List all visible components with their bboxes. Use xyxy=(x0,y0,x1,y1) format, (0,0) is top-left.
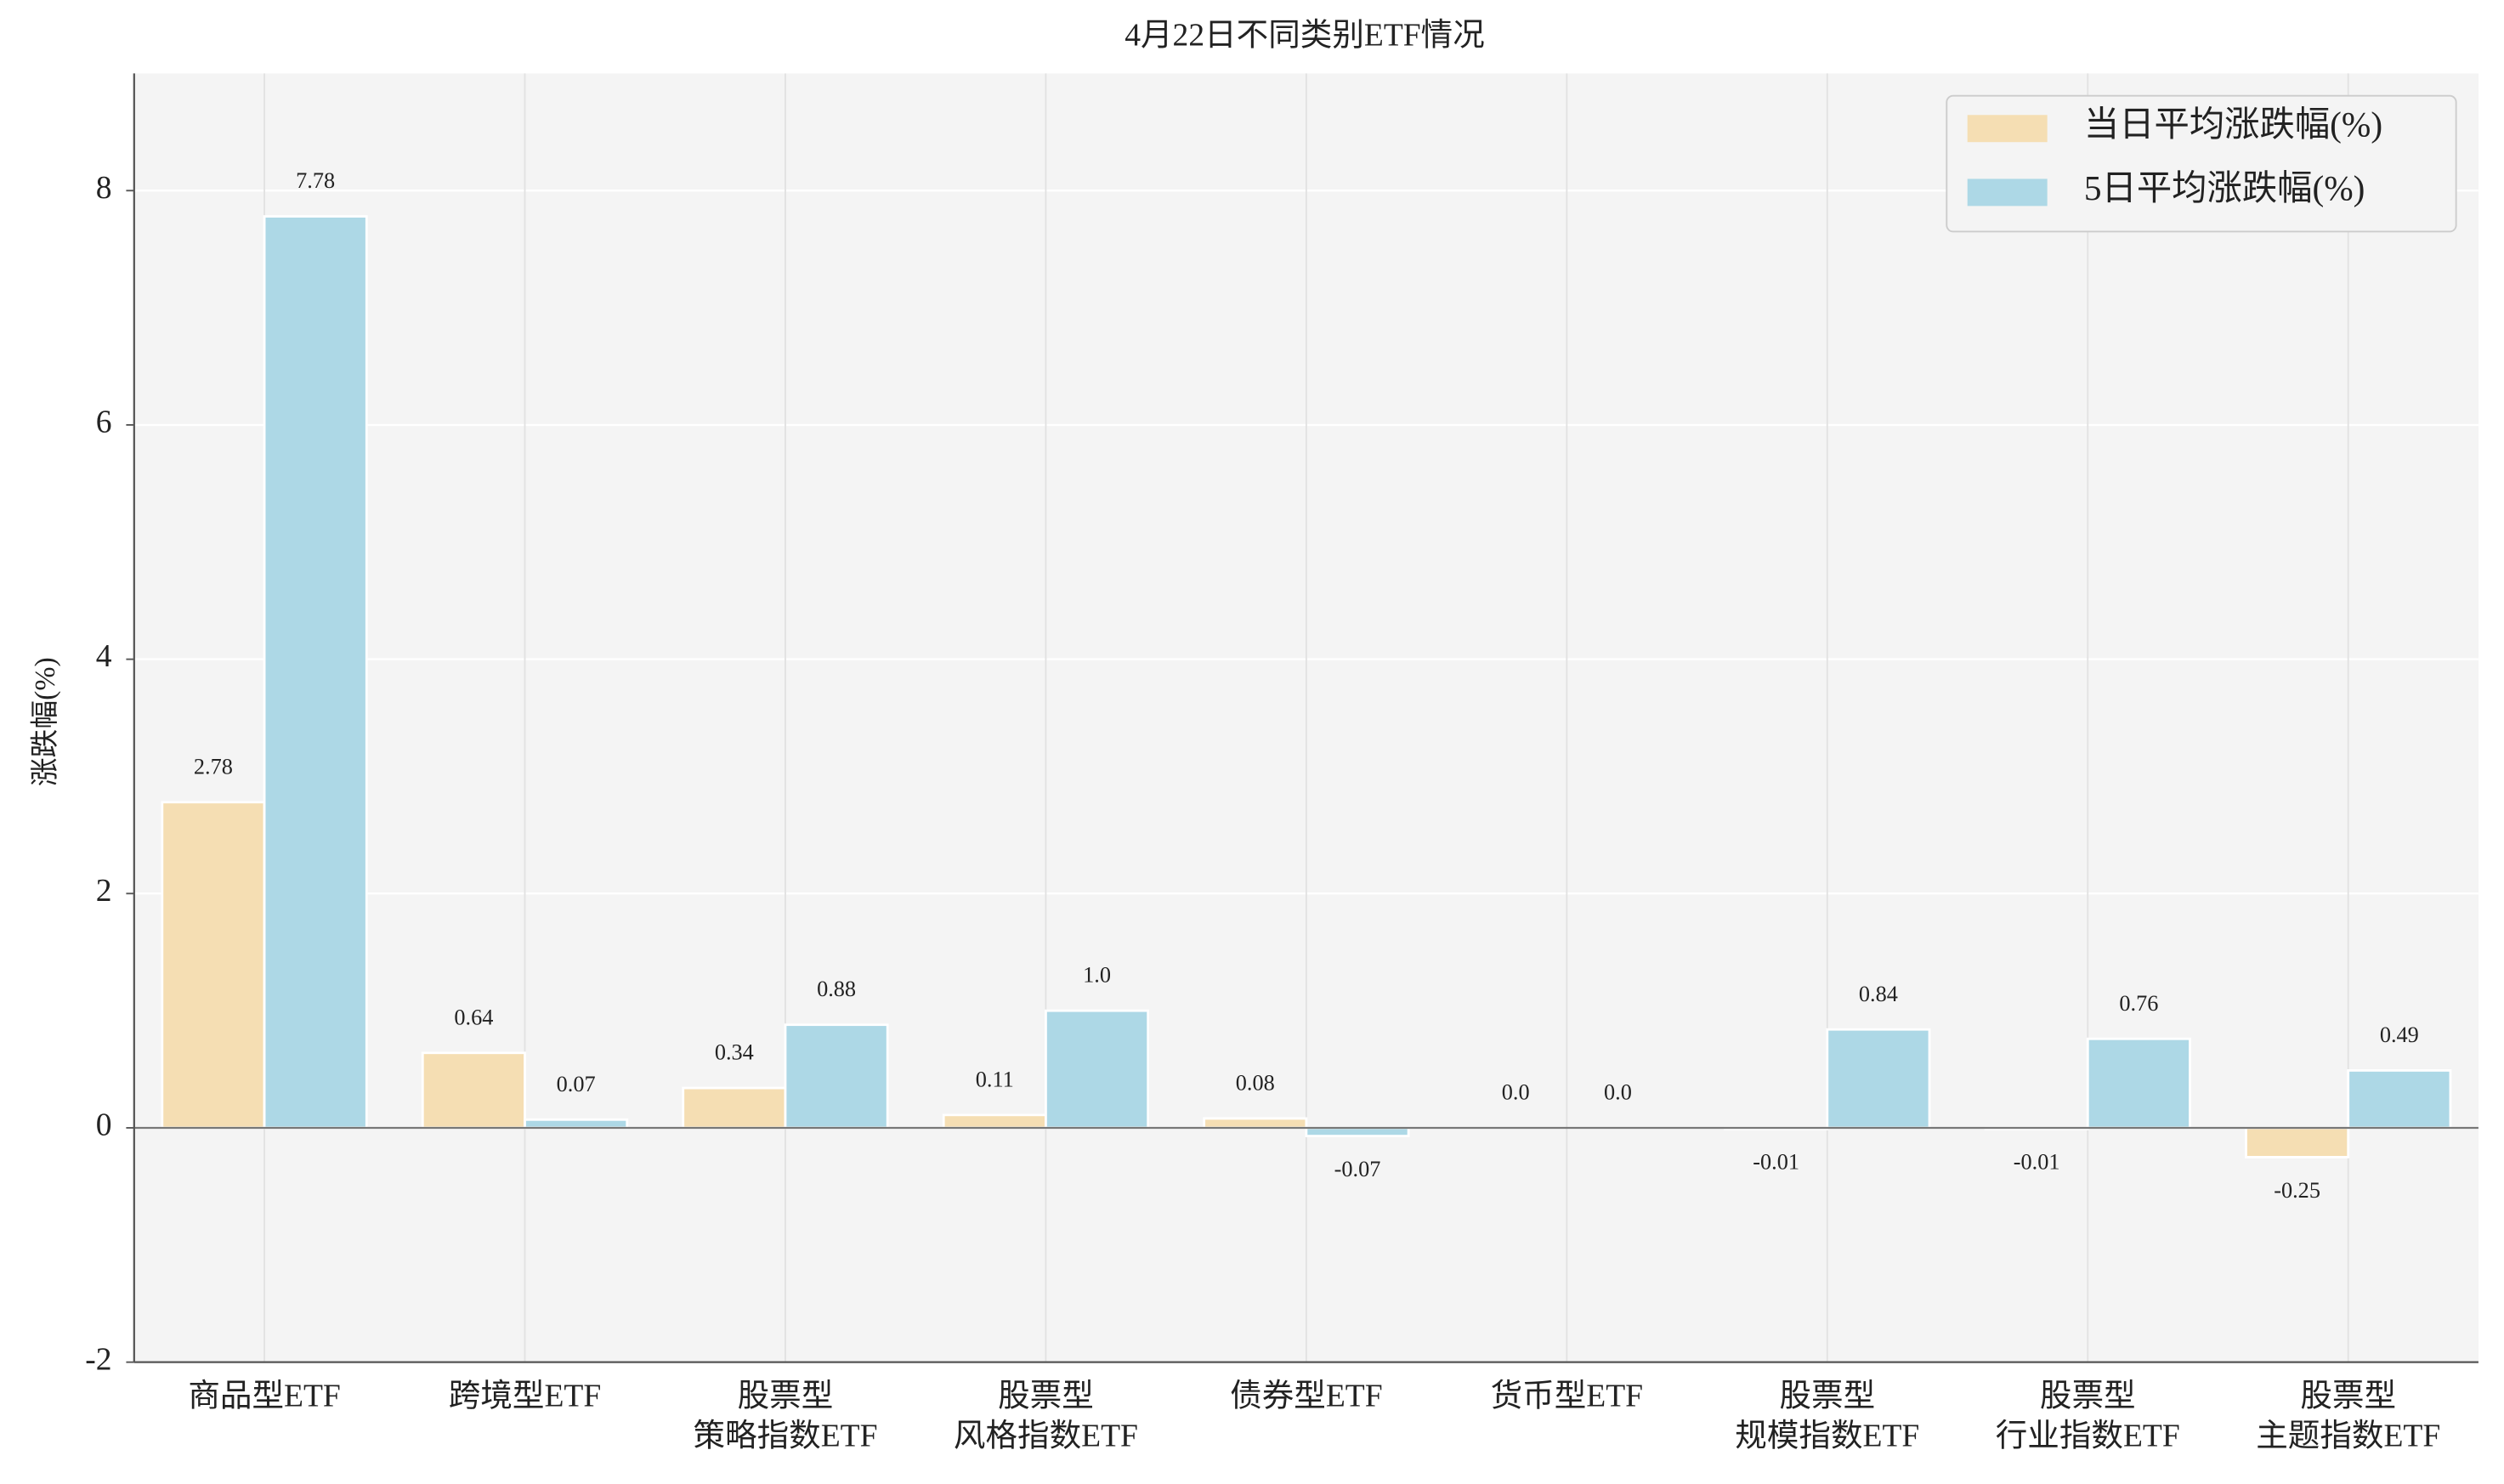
x-tick-label: 股票型 xyxy=(2300,1379,2396,1413)
y-tick-label: 2 xyxy=(96,874,112,909)
x-tick-label: 规模指数ETF xyxy=(1735,1419,1919,1453)
value-label: -0.25 xyxy=(2274,1178,2320,1203)
value-label: 7.78 xyxy=(296,168,335,193)
bar xyxy=(682,1086,787,1130)
bar xyxy=(524,1118,629,1130)
value-label: -0.01 xyxy=(1753,1150,1799,1175)
x-tick-label: 行业指数ETF xyxy=(1996,1418,2180,1453)
value-label: 0.07 xyxy=(557,1072,596,1096)
x-tick-label: 股票型 xyxy=(738,1379,834,1413)
x-tick-label: 主题指数ETF xyxy=(2256,1419,2440,1453)
value-label: 0.84 xyxy=(1859,982,1898,1006)
bar xyxy=(1203,1117,1308,1130)
value-label: 0.34 xyxy=(715,1040,754,1065)
legend-box xyxy=(1946,94,2457,233)
bar xyxy=(2347,1069,2452,1130)
value-label: 0.88 xyxy=(817,977,856,1001)
x-tick-label: 商品型ETF xyxy=(188,1378,340,1413)
y-tick-label: -2 xyxy=(85,1342,111,1377)
x-tick-label: 风格指数ETF xyxy=(954,1419,1138,1453)
bar xyxy=(2086,1037,2191,1130)
bar xyxy=(161,801,266,1130)
bar xyxy=(421,1051,526,1130)
bar xyxy=(942,1113,1047,1130)
bar xyxy=(1045,1009,1150,1130)
x-tick-label: 货币型ETF xyxy=(1491,1378,1643,1413)
x-tick-label: 股票型 xyxy=(2040,1379,2136,1413)
bar xyxy=(1305,1126,1410,1138)
value-label: -0.07 xyxy=(1334,1157,1381,1181)
bar xyxy=(263,215,368,1130)
y-tick-label: 6 xyxy=(96,405,112,440)
x-tick-label: 股票型 xyxy=(1779,1379,1875,1413)
legend-label: 5日平均涨跌幅(%) xyxy=(2084,168,2365,208)
value-label: 0.11 xyxy=(976,1067,1014,1091)
x-tick-label: 策略指数ETF xyxy=(693,1418,877,1453)
bar xyxy=(2245,1126,2350,1158)
chart-title: 4月22日不同类别ETF情况 xyxy=(1125,19,1485,54)
y-axis-label: 涨跌幅(%) xyxy=(29,657,61,786)
legend-swatch xyxy=(1967,115,2048,143)
y-tick-label: 8 xyxy=(96,171,112,206)
x-tick-label: 股票型 xyxy=(998,1379,1094,1413)
y-tick-label: 0 xyxy=(96,1108,112,1143)
bar xyxy=(784,1023,889,1130)
value-label: 0.08 xyxy=(1236,1071,1275,1096)
legend-swatch xyxy=(1967,178,2048,207)
value-label: 0.76 xyxy=(2119,991,2158,1016)
value-label: 2.78 xyxy=(194,754,233,779)
x-tick-label: 跨境型ETF xyxy=(449,1378,601,1413)
value-label: 1.0 xyxy=(1083,963,1111,988)
value-label: 0.49 xyxy=(2380,1022,2419,1047)
value-label: 0.0 xyxy=(1604,1080,1632,1105)
value-label: 0.0 xyxy=(1502,1080,1530,1105)
y-tick-label: 4 xyxy=(96,639,112,674)
x-tick-label: 债券型ETF xyxy=(1230,1378,1382,1413)
value-label: -0.01 xyxy=(2014,1150,2060,1175)
legend-label: 当日平均涨跌幅(%) xyxy=(2084,105,2382,144)
value-label: 0.64 xyxy=(454,1005,493,1029)
bar xyxy=(1826,1028,1931,1130)
